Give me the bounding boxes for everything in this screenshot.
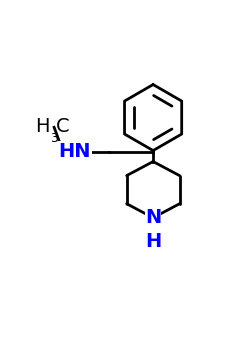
Text: HN: HN xyxy=(59,142,91,161)
Text: C: C xyxy=(56,117,70,135)
Text: H: H xyxy=(145,232,161,251)
Text: N: N xyxy=(145,208,161,227)
Text: 3: 3 xyxy=(50,132,58,145)
Text: H: H xyxy=(35,117,49,135)
